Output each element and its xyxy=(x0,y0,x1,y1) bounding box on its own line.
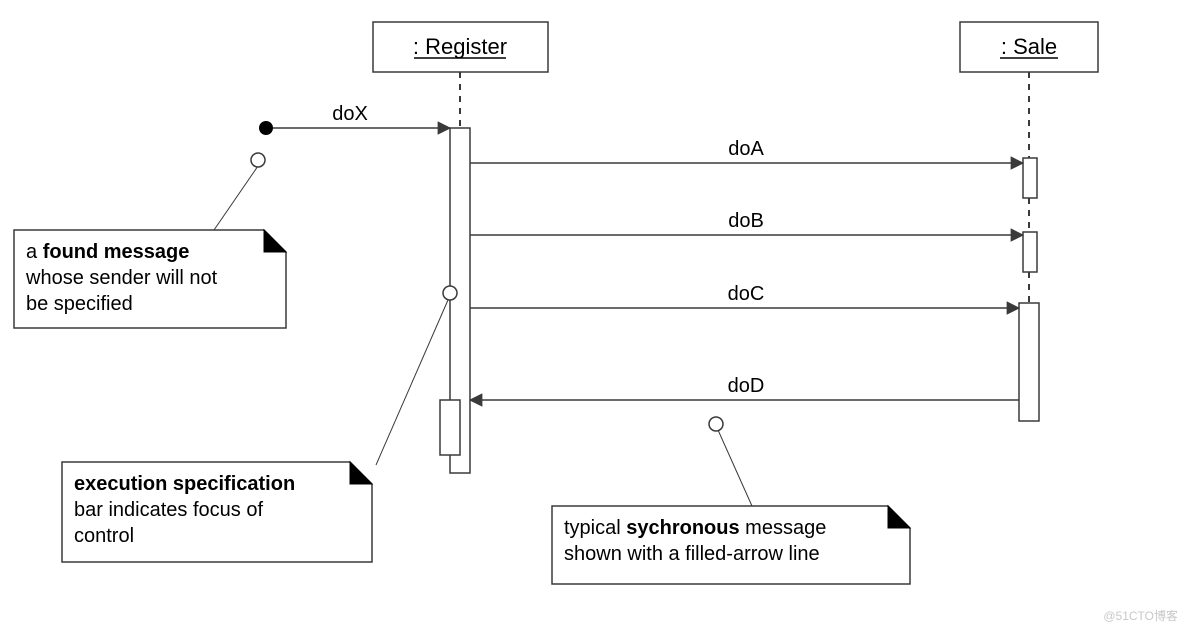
note-sync-line2: shown with a filled-arrow line xyxy=(564,543,820,565)
note-synchronous-message: typical sychronous message shown with a … xyxy=(552,417,910,584)
message-doX: doX xyxy=(273,103,450,128)
activation-sale-doB xyxy=(1023,232,1037,272)
note-sync-line1: typical sychronous message xyxy=(564,517,826,539)
note-found-anchor-dot xyxy=(251,153,265,167)
message-doB: doB xyxy=(470,210,1023,235)
message-doA-label: doA xyxy=(728,138,764,160)
note-exec-anchor-dot xyxy=(443,286,457,300)
activation-sale-doA xyxy=(1023,158,1037,198)
note-exec-fold xyxy=(350,462,372,484)
message-doX-label: doX xyxy=(332,103,368,125)
message-doC: doC xyxy=(470,283,1019,308)
note-exec-line1: execution specification xyxy=(74,473,295,495)
message-doD-label: doD xyxy=(728,375,765,397)
message-doB-label: doB xyxy=(728,210,764,232)
sequence-diagram: : Register : Sale doX doA doB doC doD xyxy=(0,0,1184,631)
note-exec-line3: control xyxy=(74,525,134,547)
activation-sale-doC xyxy=(1019,303,1039,421)
lifeline-sale-label: : Sale xyxy=(1001,34,1057,59)
activation-register-doD xyxy=(440,400,460,455)
lifeline-register-label: : Register xyxy=(413,34,507,59)
note-found-line2: whose sender will not xyxy=(25,267,218,289)
found-message-origin xyxy=(259,121,273,135)
note-sync-anchor-dot xyxy=(709,417,723,431)
message-doD: doD xyxy=(470,375,1019,400)
lifeline-register: : Register xyxy=(373,22,548,128)
note-sync-anchor-line xyxy=(718,430,752,506)
note-found-message: a found message whose sender will not be… xyxy=(14,153,286,328)
note-found-line3: be specified xyxy=(26,293,133,315)
note-sync-fold xyxy=(888,506,910,528)
note-found-line1: a found message xyxy=(26,241,189,263)
message-doA: doA xyxy=(470,138,1023,163)
watermark-text: @51CTO博客 xyxy=(1103,608,1178,623)
note-exec-line2: bar indicates focus of xyxy=(74,499,263,521)
note-found-anchor-line xyxy=(214,166,258,230)
message-doC-label: doC xyxy=(728,283,765,305)
note-found-fold xyxy=(264,230,286,252)
note-exec-anchor-line xyxy=(376,300,448,465)
